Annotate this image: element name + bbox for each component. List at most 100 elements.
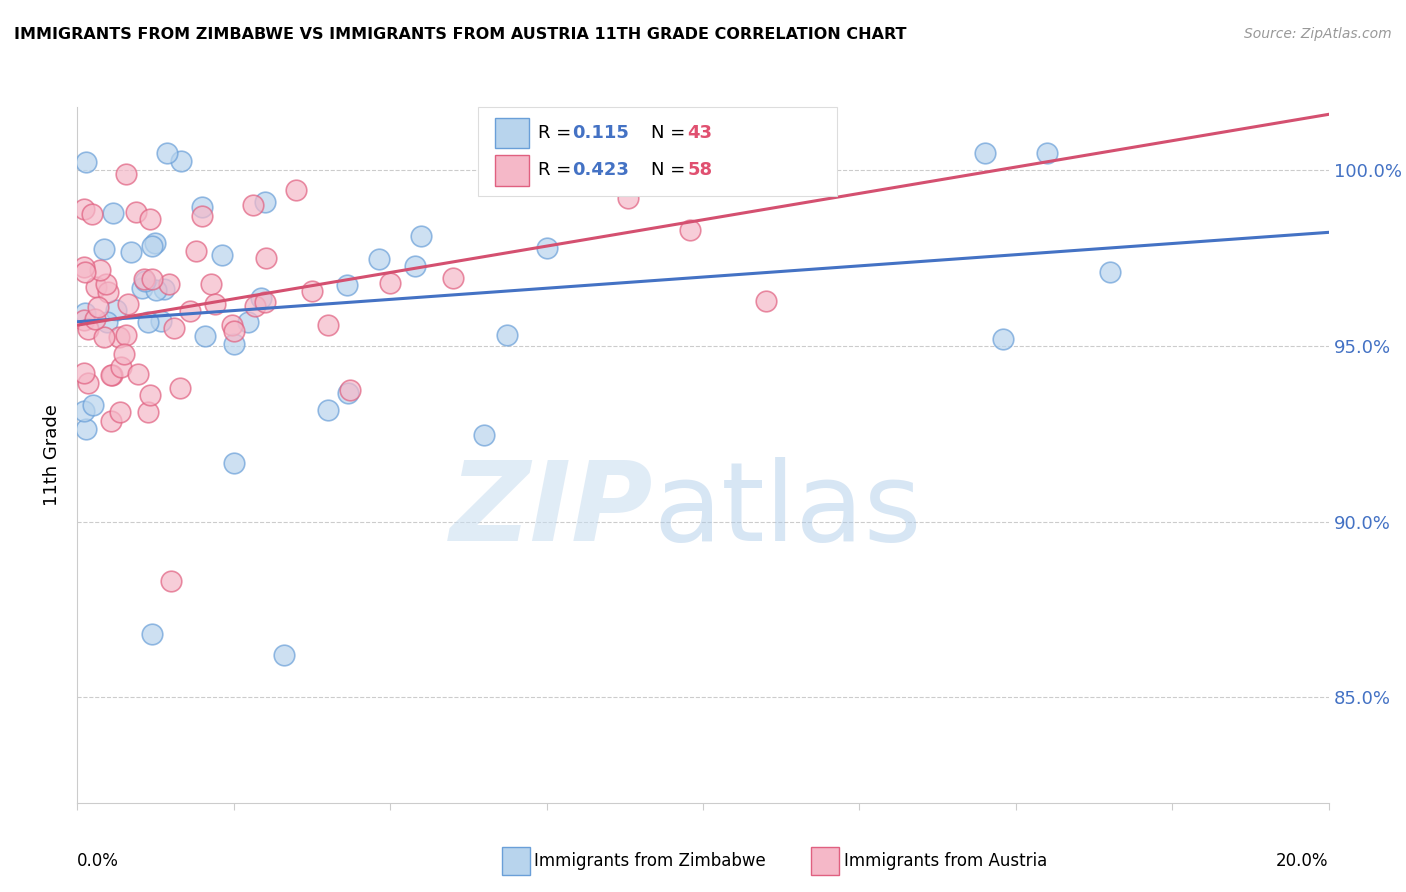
Point (273, 648, 295, 663)
Point (337, 386, 360, 401)
Text: Source: ZipAtlas.com: Source: ZipAtlas.com (1244, 27, 1392, 41)
Y-axis label: 11th Grade: 11th Grade (44, 404, 62, 506)
Point (404, 259, 426, 273)
Text: atlas: atlas (652, 457, 921, 564)
Point (93, 242, 115, 256)
Text: ZIP: ZIP (450, 457, 652, 564)
Point (411, 229, 433, 244)
Point (204, 296, 226, 310)
Point (617, 191, 640, 205)
Text: Immigrants from Austria: Immigrants from Austria (844, 852, 1047, 870)
Point (83, 311, 105, 326)
Point (149, 314, 172, 328)
Point (1036, 145, 1059, 160)
Text: R =: R = (538, 124, 578, 142)
Point (236, 315, 259, 329)
Point (679, 223, 702, 237)
Point (316, 402, 339, 417)
Point (441, 270, 464, 285)
Point (114, 328, 136, 343)
Point (125, 205, 148, 219)
Point (222, 456, 245, 470)
Text: 43: 43 (688, 124, 713, 142)
Point (191, 210, 214, 224)
Point (163, 321, 186, 335)
Point (221, 318, 243, 332)
Point (253, 294, 276, 309)
Point (104, 303, 127, 318)
Point (179, 303, 201, 318)
Point (82, 398, 104, 412)
Point (153, 282, 176, 296)
Point (472, 427, 495, 442)
Point (117, 296, 139, 310)
Point (75, 155, 97, 169)
Text: 20.0%: 20.0% (1277, 852, 1329, 870)
Point (136, 405, 159, 419)
Point (242, 198, 264, 212)
Point (93, 330, 115, 344)
Point (169, 381, 191, 395)
Point (141, 271, 163, 285)
Point (108, 405, 131, 419)
Point (339, 383, 361, 397)
Point (211, 248, 233, 262)
Point (100, 414, 122, 428)
Point (97, 285, 120, 299)
Point (72, 313, 94, 327)
Point (755, 293, 778, 308)
Point (141, 239, 163, 253)
Point (194, 329, 217, 343)
Point (156, 145, 179, 160)
Point (993, 332, 1015, 346)
Text: Immigrants from Zimbabwe: Immigrants from Zimbabwe (534, 852, 766, 870)
Point (77, 321, 100, 335)
Point (157, 277, 180, 291)
Text: N =: N = (651, 124, 690, 142)
Point (77, 376, 100, 391)
Point (141, 627, 163, 641)
Point (134, 272, 156, 286)
Point (94, 277, 117, 292)
Point (285, 184, 308, 198)
Point (72, 260, 94, 274)
Point (145, 236, 167, 251)
Point (108, 329, 131, 343)
Point (191, 200, 214, 214)
Point (160, 574, 183, 589)
Point (253, 194, 276, 209)
Point (973, 145, 995, 160)
Text: 0.0%: 0.0% (77, 852, 120, 870)
Point (367, 252, 389, 266)
Point (380, 276, 402, 290)
Point (336, 277, 359, 292)
Point (72, 366, 94, 380)
Point (184, 244, 207, 258)
Point (222, 336, 245, 351)
Point (101, 206, 124, 220)
Point (110, 359, 132, 374)
Point (96, 315, 118, 329)
Text: 0.423: 0.423 (572, 161, 628, 179)
Point (692, 145, 714, 160)
Text: R =: R = (538, 161, 578, 179)
Point (127, 368, 149, 382)
Point (170, 154, 193, 169)
Point (89, 262, 111, 277)
Point (301, 284, 323, 298)
Point (75, 421, 97, 435)
Point (131, 281, 153, 295)
Point (139, 212, 162, 227)
Point (72, 404, 94, 418)
Point (222, 324, 245, 338)
Point (145, 283, 167, 297)
Point (73, 306, 96, 320)
Point (84, 280, 107, 294)
Point (139, 388, 162, 402)
Point (536, 241, 558, 255)
Point (115, 167, 138, 181)
Text: IMMIGRANTS FROM ZIMBABWE VS IMMIGRANTS FROM AUSTRIA 11TH GRADE CORRELATION CHART: IMMIGRANTS FROM ZIMBABWE VS IMMIGRANTS F… (14, 27, 907, 42)
Point (254, 252, 277, 266)
Point (80, 207, 103, 221)
Point (243, 299, 266, 313)
